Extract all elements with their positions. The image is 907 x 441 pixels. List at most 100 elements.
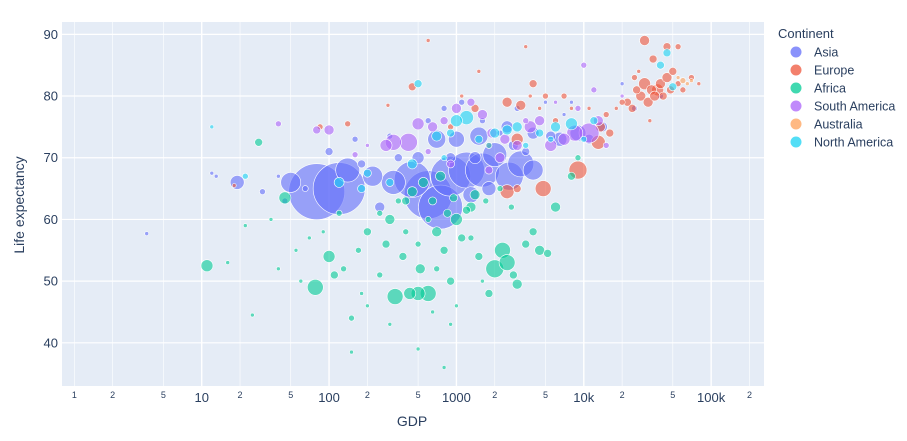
data-point[interactable] <box>521 239 531 249</box>
data-point[interactable] <box>542 92 549 100</box>
data-point[interactable] <box>675 75 681 80</box>
data-point[interactable] <box>642 96 654 108</box>
data-point[interactable] <box>425 38 431 43</box>
legend-item-europe[interactable]: Europe <box>790 64 855 78</box>
data-point[interactable] <box>543 249 552 258</box>
data-point[interactable] <box>574 105 582 112</box>
data-point[interactable] <box>323 124 335 136</box>
data-point[interactable] <box>618 98 626 106</box>
data-point[interactable] <box>474 134 484 144</box>
data-point[interactable] <box>275 120 282 128</box>
data-point[interactable] <box>430 309 435 315</box>
data-point[interactable] <box>685 81 690 86</box>
data-point[interactable] <box>569 106 574 111</box>
data-point[interactable] <box>619 93 625 99</box>
data-point[interactable] <box>268 217 274 222</box>
data-point[interactable] <box>415 346 421 352</box>
data-point[interactable] <box>470 104 480 113</box>
data-point[interactable] <box>384 214 396 225</box>
data-point[interactable] <box>440 154 448 162</box>
data-point[interactable] <box>561 112 567 117</box>
data-point[interactable] <box>547 135 555 143</box>
data-point[interactable] <box>414 240 422 248</box>
data-point[interactable] <box>631 74 638 81</box>
data-point[interactable] <box>586 106 592 111</box>
data-point[interactable] <box>565 117 578 131</box>
data-point[interactable] <box>213 173 219 179</box>
data-point[interactable] <box>209 170 215 176</box>
data-point[interactable] <box>508 203 515 211</box>
legend-item-africa[interactable]: Africa <box>790 82 847 96</box>
data-point[interactable] <box>376 271 384 279</box>
data-point[interactable] <box>403 287 417 300</box>
data-point[interactable] <box>469 189 481 201</box>
data-point[interactable] <box>480 278 485 284</box>
data-point[interactable] <box>144 231 150 236</box>
data-point[interactable] <box>462 205 471 215</box>
legend-item-australia[interactable]: Australia <box>790 118 863 132</box>
data-point[interactable] <box>365 303 370 309</box>
data-point[interactable] <box>474 252 484 261</box>
data-point[interactable] <box>431 130 442 142</box>
data-point[interactable] <box>668 82 678 92</box>
data-point[interactable] <box>394 153 403 163</box>
data-point[interactable] <box>674 43 682 50</box>
data-point[interactable] <box>324 147 334 156</box>
data-point[interactable] <box>696 81 702 86</box>
data-point[interactable] <box>301 185 309 192</box>
data-point[interactable] <box>481 181 497 196</box>
data-point[interactable] <box>363 168 372 178</box>
data-point[interactable] <box>330 270 339 280</box>
data-point[interactable] <box>484 289 494 298</box>
data-point[interactable] <box>458 98 465 106</box>
data-point[interactable] <box>398 252 408 261</box>
data-point[interactable] <box>648 54 658 64</box>
data-point[interactable] <box>589 116 599 126</box>
data-point[interactable] <box>433 265 440 273</box>
data-point[interactable] <box>344 120 351 128</box>
data-point[interactable] <box>348 314 355 322</box>
data-point[interactable] <box>424 148 432 155</box>
data-point[interactable] <box>333 177 345 188</box>
data-point[interactable] <box>521 147 531 156</box>
data-point[interactable] <box>639 35 650 46</box>
data-point[interactable] <box>528 79 538 88</box>
data-point[interactable] <box>679 86 687 94</box>
data-point[interactable] <box>200 259 214 272</box>
data-point[interactable] <box>485 142 493 149</box>
data-point[interactable] <box>446 159 455 169</box>
data-point[interactable] <box>636 69 642 74</box>
data-point[interactable] <box>386 288 404 305</box>
data-point[interactable] <box>534 180 552 197</box>
data-point[interactable] <box>668 67 678 76</box>
data-point[interactable] <box>385 102 391 108</box>
data-point[interactable] <box>567 171 576 181</box>
data-point[interactable] <box>250 312 255 318</box>
data-point[interactable] <box>406 158 418 170</box>
data-point[interactable] <box>590 86 598 94</box>
data-point[interactable] <box>522 142 530 149</box>
data-point[interactable] <box>534 244 545 256</box>
data-point[interactable] <box>602 111 610 118</box>
legend-item-asia[interactable]: Asia <box>790 46 839 60</box>
data-point[interactable] <box>647 118 653 124</box>
data-point[interactable] <box>424 216 432 223</box>
data-point[interactable] <box>511 121 523 133</box>
data-point[interactable] <box>351 151 359 158</box>
data-point[interactable] <box>543 99 548 105</box>
data-point[interactable] <box>632 85 641 95</box>
data-point[interactable] <box>560 92 568 100</box>
data-point[interactable] <box>355 246 362 254</box>
data-point[interactable] <box>527 93 533 99</box>
data-point[interactable] <box>229 175 245 190</box>
data-point[interactable] <box>512 184 522 193</box>
data-point[interactable] <box>523 44 529 49</box>
data-point[interactable] <box>379 139 393 152</box>
data-point[interactable] <box>580 61 588 69</box>
data-point[interactable] <box>627 104 637 113</box>
data-point[interactable] <box>557 132 571 146</box>
data-point[interactable] <box>357 184 366 193</box>
data-point[interactable] <box>534 115 545 127</box>
data-point[interactable] <box>307 278 324 296</box>
data-point[interactable] <box>363 227 372 237</box>
